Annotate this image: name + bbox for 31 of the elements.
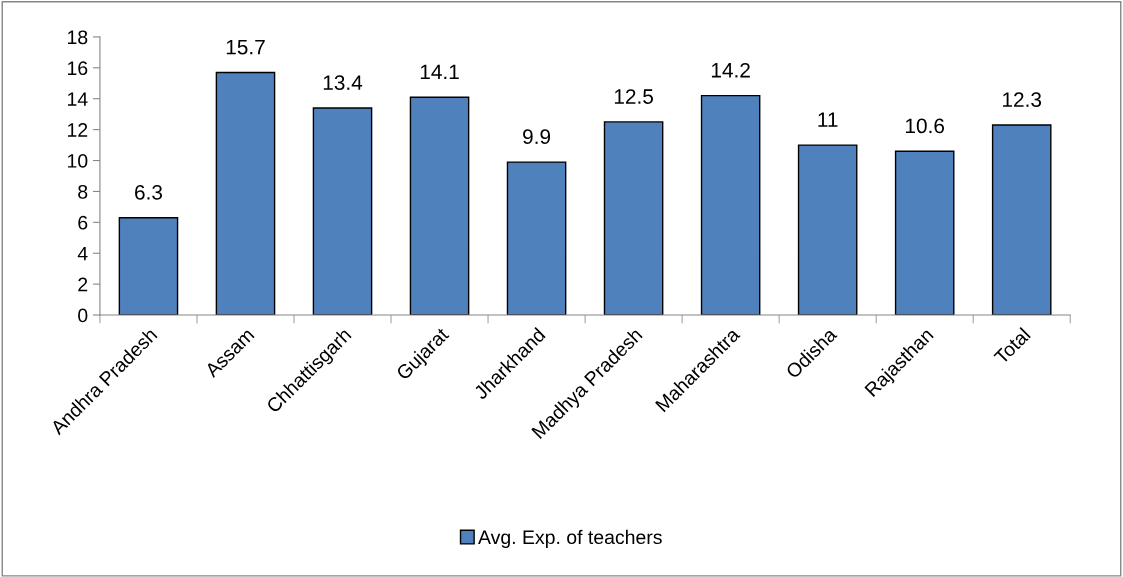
y-tick-label: 18	[68, 30, 88, 45]
legend-label: Avg. Exp. of teachers	[478, 529, 662, 548]
y-tick-label: 10	[68, 154, 88, 168]
y-tick-label: 12	[68, 123, 88, 137]
data-label: 9.9	[523, 129, 551, 145]
bar	[603, 121, 664, 316]
bar	[991, 124, 1052, 316]
data-label: 13.4	[323, 75, 363, 90]
bar	[700, 94, 761, 316]
data-label: 12.5	[614, 89, 653, 104]
y-tick-label: 14	[68, 92, 88, 106]
data-label: 14.1	[420, 64, 459, 79]
bar	[894, 150, 955, 316]
bar	[797, 144, 858, 316]
y-tick-label: 0	[78, 308, 88, 323]
bar	[215, 71, 276, 316]
data-label: 12.3	[1003, 92, 1042, 107]
data-label: 11	[818, 112, 838, 127]
y-tick-label: 4	[77, 246, 88, 261]
y-tick-label: 8	[78, 184, 88, 199]
data-label: 6.3	[135, 184, 163, 200]
data-label: 10.6	[905, 118, 945, 134]
bar	[409, 96, 470, 316]
bar	[312, 107, 373, 316]
y-tick-label: 16	[68, 61, 88, 76]
y-tick-label: 2	[78, 277, 88, 292]
data-label: 14.2	[711, 62, 750, 78]
bar	[506, 161, 567, 316]
data-label: 15.7	[226, 39, 265, 55]
bar	[118, 217, 179, 316]
y-tick-label: 6	[78, 215, 88, 230]
